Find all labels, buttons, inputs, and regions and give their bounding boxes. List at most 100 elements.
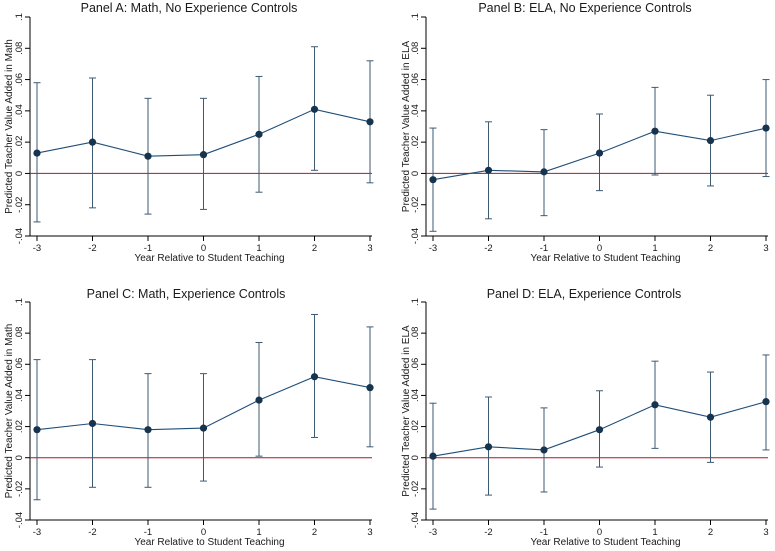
chart-panel-3: Panel C: Math, Experience Controls -.04 -.…: [4, 287, 374, 548]
estimate-point: [429, 176, 437, 184]
x-tick-label: 0: [597, 243, 602, 254]
x-axis-label: Year Relative to Student Teaching: [530, 253, 680, 264]
y-tick-label: .06: [410, 73, 421, 86]
x-tick-label: 1: [256, 527, 261, 538]
y-tick-label: -.02: [14, 481, 25, 497]
x-tick-label: -1: [144, 527, 152, 538]
y-tick-label: -.04: [410, 512, 421, 528]
y-tick-label: -.02: [410, 481, 421, 497]
chart-panel-2: Panel B: ELA, No Experience Controls -.04…: [401, 1, 770, 264]
estimate-point: [144, 426, 152, 434]
y-tick-label: -.04: [410, 228, 421, 244]
estimate-point: [595, 426, 604, 434]
y-tick-label: .02: [14, 136, 25, 149]
y-tick-label: .1: [410, 13, 421, 21]
x-tick-label: -3: [429, 243, 437, 254]
x-tick-label: 2: [708, 527, 713, 538]
y-tick-label: .02: [14, 420, 25, 433]
y-tick-label: .08: [14, 327, 25, 340]
x-axis-label: Year Relative to Student Teaching: [530, 537, 680, 548]
estimate-point: [429, 452, 437, 460]
x-tick-label: 1: [652, 527, 657, 538]
y-tick-label: .1: [410, 298, 421, 306]
y-axis-label: Predicted Teacher Value Added in ELA: [401, 40, 412, 212]
y-tick-label: .04: [410, 104, 421, 117]
x-tick-label: -2: [88, 243, 96, 254]
y-tick-label: .08: [410, 327, 421, 340]
x-tick-label: -1: [144, 243, 152, 254]
estimate-point: [706, 413, 715, 421]
y-tick-label: .02: [410, 136, 421, 149]
x-tick-label: 3: [367, 243, 372, 254]
x-tick-label: -1: [540, 243, 548, 254]
x-tick-label: -3: [33, 527, 41, 538]
estimate-point: [484, 166, 493, 174]
y-tick-label: -.04: [14, 228, 25, 244]
y-tick-label: .08: [14, 42, 25, 55]
y-tick-label: -.02: [14, 197, 25, 213]
y-tick-label: 0: [410, 171, 421, 176]
estimate-point: [595, 149, 604, 157]
y-tick-label: .1: [14, 298, 25, 306]
panel-title: Panel C: Math, Experience Controls: [87, 287, 286, 301]
y-tick-label: .08: [410, 42, 421, 55]
estimate-point: [651, 127, 659, 135]
y-tick-label: .04: [410, 389, 421, 402]
estimate-point: [706, 136, 715, 145]
y-tick-label: .06: [14, 73, 25, 86]
estimate-point: [540, 446, 548, 454]
estimate-point: [255, 130, 263, 138]
x-tick-label: -1: [540, 527, 548, 538]
y-axis-label: Predicted Teacher Value Added in Math: [4, 324, 15, 499]
y-tick-label: -.02: [410, 197, 421, 213]
x-tick-label: 2: [312, 527, 317, 538]
x-tick-label: -2: [484, 527, 492, 538]
x-tick-label: 1: [652, 243, 657, 254]
panel-title: Panel B: ELA, No Experience Controls: [478, 1, 691, 15]
y-tick-label: .06: [410, 358, 421, 371]
estimate-point: [33, 149, 41, 157]
panel-title: Panel A: Math, No Experience Controls: [81, 1, 298, 15]
estimate-point: [255, 396, 263, 404]
x-tick-label: 3: [763, 243, 768, 254]
estimate-point: [88, 138, 97, 146]
y-tick-label: .06: [14, 358, 25, 371]
chart-panel-1: Panel A: Math, No Experience Controls -.0…: [4, 1, 374, 264]
estimate-point: [540, 168, 548, 176]
estimate-point: [484, 443, 493, 451]
estimate-point: [144, 152, 152, 160]
y-tick-label: -.04: [14, 512, 25, 528]
estimate-point: [762, 398, 770, 406]
x-tick-label: 2: [708, 243, 713, 254]
estimate-point: [199, 424, 208, 432]
x-tick-label: 0: [201, 243, 206, 254]
y-tick-label: 0: [14, 171, 25, 176]
x-tick-label: -2: [484, 243, 492, 254]
y-tick-label: .04: [14, 389, 25, 402]
x-tick-label: -2: [88, 527, 96, 538]
estimate-point: [310, 105, 319, 113]
y-tick-label: 0: [14, 455, 25, 460]
estimate-point: [310, 373, 319, 381]
y-axis-label: Predicted Teacher Value Added in ELA: [401, 325, 412, 497]
estimate-point: [199, 151, 208, 159]
estimate-point: [366, 384, 374, 392]
y-tick-label: 0: [410, 455, 421, 460]
x-tick-label: 2: [312, 243, 317, 254]
chart-panel-4: Panel D: ELA, Experience Controls -.04 -.0…: [401, 287, 770, 548]
x-tick-label: 0: [597, 527, 602, 538]
x-tick-label: 3: [763, 527, 768, 538]
y-tick-label: .02: [410, 420, 421, 433]
panel-title: Panel D: ELA, Experience Controls: [487, 287, 682, 301]
y-axis-label: Predicted Teacher Value Added in Math: [4, 39, 15, 214]
y-tick-label: .1: [14, 13, 25, 21]
estimate-point: [88, 419, 97, 428]
estimate-point: [651, 401, 659, 409]
x-axis-label: Year Relative to Student Teaching: [134, 537, 284, 548]
x-tick-label: 0: [201, 527, 206, 538]
x-tick-label: 3: [367, 527, 372, 538]
estimate-point: [33, 426, 41, 434]
estimate-point: [366, 118, 374, 126]
